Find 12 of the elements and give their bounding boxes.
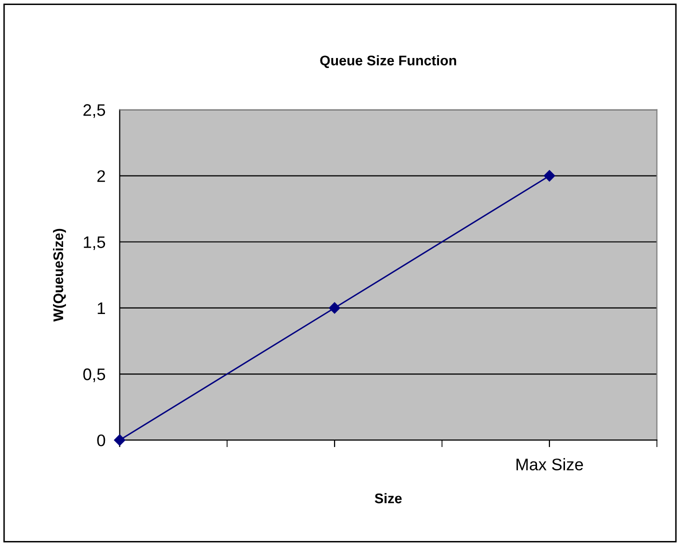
x-axis-title: Size (374, 493, 402, 504)
point (328, 302, 340, 314)
y-axis-title: W(QueueSize) (53, 228, 66, 322)
y-tick-label: 1 (98, 302, 105, 314)
x-tick-label: Max Size (516, 458, 583, 470)
y-tick-label: 2 (97, 170, 105, 182)
chart-title: Queue Size Function (320, 55, 456, 68)
y-tick-label: 2,5 (83, 104, 106, 118)
point (544, 170, 556, 182)
y-tick-label: 0,5 (83, 368, 106, 382)
y-tick-label: 0 (97, 434, 106, 446)
y-tick-label: 1,5 (84, 236, 106, 250)
